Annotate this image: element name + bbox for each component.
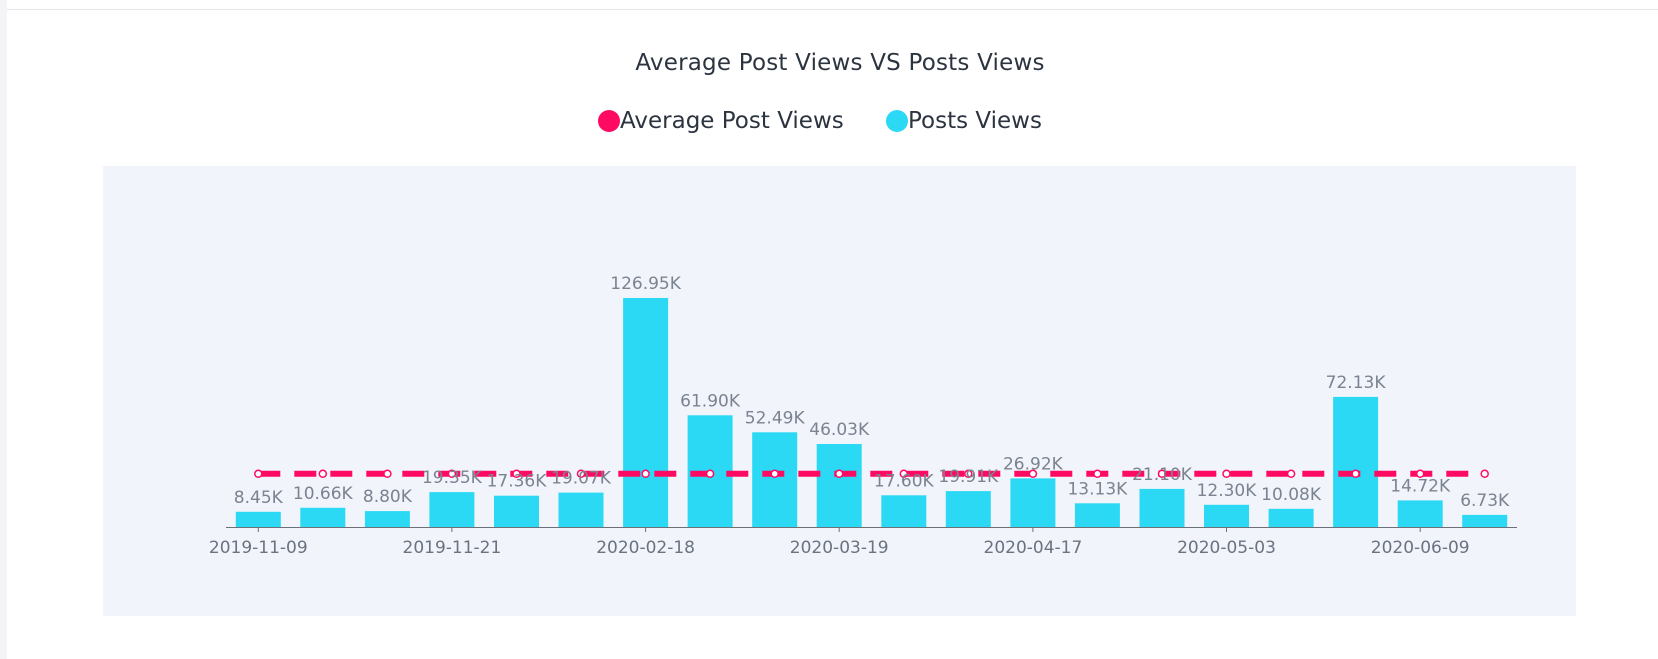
average-point-4[interactable] xyxy=(512,469,521,479)
legend-item-posts-views[interactable]: Posts Views xyxy=(886,108,1042,134)
average-line-layer xyxy=(254,469,1489,479)
average-point-15[interactable] xyxy=(1222,469,1231,479)
legend-label-posts: Posts Views xyxy=(908,108,1042,134)
average-point-1[interactable] xyxy=(318,469,328,479)
average-point-14[interactable] xyxy=(1157,469,1167,479)
top-divider xyxy=(7,9,1658,10)
legend-marker-posts-icon xyxy=(886,110,908,132)
bar-label-18: 14.72K xyxy=(1390,476,1451,496)
average-point-12[interactable] xyxy=(1028,469,1038,479)
plot-area xyxy=(103,166,1576,616)
bar-label-13: 13.13K xyxy=(1067,479,1128,499)
bar-19[interactable] xyxy=(1462,514,1508,527)
bar-14[interactable] xyxy=(1139,488,1185,527)
bars-layer xyxy=(235,298,1508,527)
average-point-11[interactable] xyxy=(964,469,973,479)
bar-3[interactable] xyxy=(429,492,475,527)
bar-label-7: 61.90K xyxy=(680,391,741,411)
average-point-2[interactable] xyxy=(383,469,392,479)
bar-label-16: 10.08K xyxy=(1261,485,1322,505)
bar-10[interactable] xyxy=(881,495,927,527)
bar-label-9: 46.03K xyxy=(809,420,870,440)
bar-label-10: 17.60K xyxy=(874,471,935,491)
bar-labels-layer: 8.45K 10.66K 8.80K 19.35K 17.36K 19.07K 126.95… xyxy=(234,274,1510,511)
bar-8[interactable] xyxy=(752,432,798,527)
average-point-0[interactable] xyxy=(254,469,263,479)
bar-13[interactable] xyxy=(1074,503,1120,527)
bar-label-15: 12.30K xyxy=(1197,481,1258,501)
chart-title: Average Post Views VS Posts Views xyxy=(635,50,1045,76)
bar-label-17: 72.13K xyxy=(1326,373,1387,393)
x-tick-label-5: 2020-05-03 xyxy=(1177,538,1276,558)
bar-label-11: 19.91K xyxy=(938,467,999,487)
bar-label-1: 10.66K xyxy=(293,484,354,504)
average-point-13[interactable] xyxy=(1093,469,1102,479)
bar-16[interactable] xyxy=(1268,508,1314,527)
bar-label-3: 19.35K xyxy=(422,468,483,488)
bar-label-19: 6.73K xyxy=(1460,491,1510,511)
bar-17[interactable] xyxy=(1333,396,1379,527)
x-tick-label-0: 2019-11-09 xyxy=(209,538,308,558)
left-rail xyxy=(0,0,7,659)
average-point-8[interactable] xyxy=(770,469,779,479)
bar-6[interactable] xyxy=(623,298,669,527)
bar-15[interactable] xyxy=(1204,504,1249,527)
legend-item-average-post-views[interactable]: Average Post Views xyxy=(598,108,844,134)
bar-18[interactable] xyxy=(1397,500,1443,527)
bar-11[interactable] xyxy=(945,491,991,527)
x-tick-label-6: 2020-06-09 xyxy=(1371,538,1470,558)
x-tick-label-2: 2020-02-18 xyxy=(596,538,695,558)
x-tick-label-3: 2020-03-19 xyxy=(790,538,889,558)
average-point-6[interactable] xyxy=(641,469,650,479)
average-point-16[interactable] xyxy=(1286,469,1296,479)
bar-label-12: 26.92K xyxy=(1003,454,1064,474)
bar-1[interactable] xyxy=(300,507,346,527)
bar-label-8: 52.49K xyxy=(745,408,806,428)
bar-label-2: 8.80K xyxy=(363,487,413,507)
bar-5[interactable] xyxy=(558,492,604,527)
average-point-7[interactable] xyxy=(705,469,715,479)
bar-4[interactable] xyxy=(494,495,539,527)
bar-label-0: 8.45K xyxy=(234,488,284,508)
average-point-18[interactable] xyxy=(1415,469,1425,479)
legend-marker-average-icon xyxy=(598,110,620,132)
bar-0[interactable] xyxy=(235,511,281,527)
bar-label-5: 19.07K xyxy=(551,469,612,489)
average-point-17[interactable] xyxy=(1351,469,1360,479)
x-axis: 2019-11-09 2019-11-21 2020-02-18 2020-03-19… xyxy=(209,527,1517,558)
bar-9[interactable] xyxy=(816,444,862,527)
average-point-5[interactable] xyxy=(576,469,586,479)
bar-label-6: 126.95K xyxy=(610,274,681,294)
bar-2[interactable] xyxy=(364,511,410,527)
bar-label-14: 21.10K xyxy=(1132,465,1193,485)
average-point-19[interactable] xyxy=(1480,469,1489,479)
average-point-3[interactable] xyxy=(447,469,457,479)
legend-label-average: Average Post Views xyxy=(620,108,844,134)
bar-12[interactable] xyxy=(1010,478,1056,527)
x-tick-label-1: 2019-11-21 xyxy=(403,538,502,558)
average-point-10[interactable] xyxy=(899,469,909,479)
average-point-9[interactable] xyxy=(834,469,844,479)
x-tick-label-4: 2020-04-17 xyxy=(984,538,1083,558)
bar-label-4: 17.36K xyxy=(487,472,548,492)
